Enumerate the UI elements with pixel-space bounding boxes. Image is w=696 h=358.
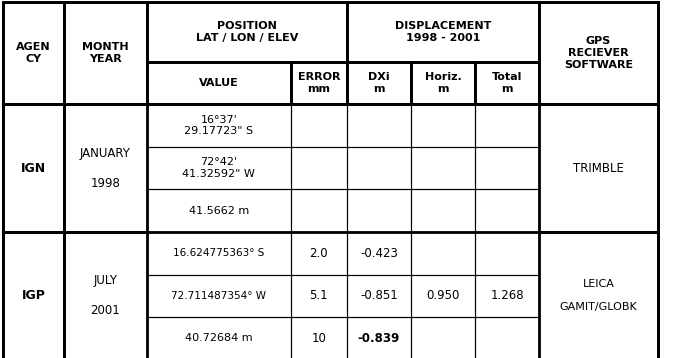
Bar (347, 104, 411, 147)
Text: DXi
m: DXi m (368, 72, 390, 94)
Bar (411, 189, 475, 232)
Bar (147, 275, 291, 317)
Bar (475, 189, 539, 232)
Bar (347, 2, 539, 62)
Text: ERROR
mm: ERROR mm (297, 72, 340, 94)
Text: VALUE: VALUE (199, 78, 239, 88)
Bar (475, 104, 539, 147)
Bar (411, 147, 475, 189)
Text: JULY

2001: JULY 2001 (90, 274, 120, 318)
Text: MONTH
YEAR: MONTH YEAR (82, 42, 129, 64)
Bar (291, 317, 347, 358)
Bar (291, 275, 347, 317)
Bar (539, 104, 658, 232)
Bar (347, 189, 411, 232)
Bar (475, 317, 539, 358)
Text: -0.423: -0.423 (360, 247, 398, 260)
Bar (291, 147, 347, 189)
Text: DISPLACEMENT
1998 - 2001: DISPLACEMENT 1998 - 2001 (395, 21, 491, 43)
Bar (539, 2, 658, 104)
Bar (475, 232, 539, 275)
Bar (3, 2, 63, 104)
Bar (347, 232, 411, 275)
Bar (411, 232, 475, 275)
Bar (475, 147, 539, 189)
Text: 16.624775363° S: 16.624775363° S (173, 248, 264, 258)
Text: IGP: IGP (22, 289, 45, 303)
Bar (539, 232, 658, 358)
Bar (147, 189, 291, 232)
Text: LEICA

GAMIT/GLOBK: LEICA GAMIT/GLOBK (560, 279, 638, 313)
Text: GPS
RECIEVER
SOFTWARE: GPS RECIEVER SOFTWARE (564, 37, 633, 69)
Text: Horiz.
m: Horiz. m (425, 72, 461, 94)
Bar (411, 275, 475, 317)
Bar (475, 62, 539, 104)
Bar (411, 317, 475, 358)
Bar (411, 104, 475, 147)
Text: -0.839: -0.839 (358, 332, 400, 345)
Text: Total
m: Total m (492, 72, 522, 94)
Bar (291, 104, 347, 147)
Text: 41.5662 m: 41.5662 m (189, 206, 249, 216)
Bar (147, 232, 291, 275)
Bar (3, 232, 63, 358)
Bar (347, 275, 411, 317)
Bar (147, 2, 347, 62)
Text: AGEN
CY: AGEN CY (16, 42, 51, 64)
Bar (64, 104, 147, 232)
Text: 1.268: 1.268 (490, 289, 524, 303)
Bar (147, 104, 291, 147)
Text: 5.1: 5.1 (310, 289, 328, 303)
Text: POSITION
LAT / LON / ELEV: POSITION LAT / LON / ELEV (196, 21, 298, 43)
Text: TRIMBLE: TRIMBLE (573, 161, 624, 175)
Text: -0.851: -0.851 (360, 289, 398, 303)
Text: 72.711487354° W: 72.711487354° W (171, 291, 266, 301)
Bar (64, 232, 147, 358)
Bar (3, 104, 63, 232)
Bar (347, 62, 411, 104)
Bar (475, 275, 539, 317)
Bar (411, 62, 475, 104)
Text: 0.950: 0.950 (427, 289, 459, 303)
Bar (347, 317, 411, 358)
Bar (291, 189, 347, 232)
Bar (147, 147, 291, 189)
Bar (64, 2, 147, 104)
Bar (347, 147, 411, 189)
Text: 16°37'
29.17723" S: 16°37' 29.17723" S (184, 115, 253, 136)
Text: 40.72684 m: 40.72684 m (185, 334, 253, 343)
Bar (291, 62, 347, 104)
Bar (147, 317, 291, 358)
Text: 10: 10 (311, 332, 326, 345)
Text: IGN: IGN (21, 161, 46, 175)
Text: 2.0: 2.0 (310, 247, 328, 260)
Bar (291, 232, 347, 275)
Text: JANUARY

1998: JANUARY 1998 (80, 146, 131, 190)
Text: 72°42'
41.32592" W: 72°42' 41.32592" W (182, 157, 255, 179)
Bar (147, 62, 291, 104)
